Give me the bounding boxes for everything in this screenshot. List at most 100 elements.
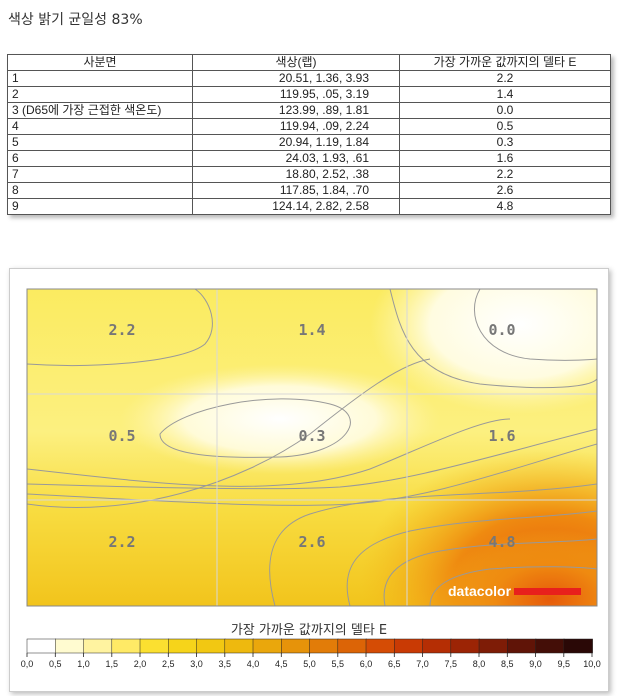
table-row: 4 119.94, .09, 2.24 0.5	[7, 118, 611, 135]
table-row: 8 117.85, 1.84, .70 2.6	[7, 182, 611, 199]
legend-tick-label: 5,0	[303, 659, 316, 669]
delta-e-cell: 1.6	[399, 150, 611, 167]
legend-tick-label: 5,5	[332, 659, 345, 669]
heatmap-area	[27, 289, 597, 606]
legend-swatch	[365, 638, 396, 654]
legend-swatch	[563, 638, 593, 654]
contour-line	[27, 418, 511, 487]
header-quadrant: 사분면	[7, 54, 193, 71]
header-delta-e: 가장 가까운 값까지의 델타 E	[399, 54, 611, 71]
datacolor-logo: datacolor	[448, 583, 581, 599]
legend-tick-label: 3,5	[219, 659, 232, 669]
table-row: 6 24.03, 1.93, .61 1.6	[7, 150, 611, 167]
contour-line	[473, 289, 597, 361]
legend-swatch	[281, 638, 311, 654]
legend-swatch	[111, 638, 141, 654]
table-row: 3 (D65에 가장 근접한 색온도) 123.99, .89, 1.81 0.0	[7, 102, 611, 119]
heatmap-border	[26, 288, 598, 607]
contour-line	[429, 566, 597, 606]
legend-swatch	[507, 638, 537, 654]
cell-value-label: 0.3	[298, 427, 325, 445]
lab-cell: 18.80, 2.52, .38	[192, 166, 400, 183]
table-header-row: 사분면 색상(랩) 가장 가까운 값까지의 델타 E	[7, 54, 611, 71]
lab-cell: 123.99, .89, 1.81	[192, 102, 400, 119]
quadrant-cell: 4	[7, 118, 193, 135]
legend-swatch	[26, 638, 57, 654]
heat-blob-low-center	[120, 364, 440, 474]
legend-tick-label: 4,5	[275, 659, 288, 669]
contour-line	[383, 538, 597, 606]
legend-tick-label: 0,5	[49, 659, 62, 669]
legend-tick-label: 0,0	[21, 659, 34, 669]
datacolor-logo-text: datacolor	[448, 583, 512, 599]
delta-e-cell: 2.2	[399, 70, 611, 87]
contour-line	[27, 358, 431, 508]
legend-swatch	[478, 638, 509, 654]
legend-tick-label: 6,5	[388, 659, 401, 669]
legend-swatch	[139, 638, 170, 654]
lab-cell: 24.03, 1.93, .61	[192, 150, 400, 167]
delta-e-cell: 1.4	[399, 86, 611, 103]
lab-cell: 20.51, 1.36, 3.93	[192, 70, 400, 87]
legend-swatch	[535, 638, 565, 654]
legend-tick-label: 9,5	[558, 659, 571, 669]
heat-blob-low-top-right	[370, 289, 597, 414]
contour-line	[346, 510, 597, 606]
delta-e-cell: 4.8	[399, 198, 611, 215]
cell-value-label: 4.8	[488, 533, 515, 551]
legend-tick-label: 2,5	[162, 659, 175, 669]
uniformity-heatmap: 2.2 1.4 0.0 0.5 0.3 1.6 2.2 2.6 4.8 datacolor 0,…	[21, 288, 601, 669]
cell-value-label: 2.2	[108, 533, 135, 551]
legend-swatch	[168, 638, 198, 654]
legend-swatch	[196, 638, 226, 654]
table-row: 9 124.14, 2.82, 2.58 4.8	[7, 198, 611, 215]
legend-tick-label: 3,0	[190, 659, 203, 669]
legend-tick-label: 8,5	[501, 659, 514, 669]
page-title: 색상 밝기 균일성 83%	[8, 12, 143, 28]
legend-tick-label: 10,0	[583, 659, 601, 669]
contour-line	[269, 483, 597, 606]
contour-line	[389, 289, 597, 389]
quadrant-cell: 2	[7, 86, 193, 103]
table-row: 1 20.51, 1.36, 3.93 2.2	[7, 70, 611, 87]
lab-cell: 119.95, .05, 3.19	[192, 86, 400, 103]
delta-e-cell: 0.0	[399, 102, 611, 119]
quadrant-cell: 6	[7, 150, 193, 167]
cell-value-label: 0.5	[108, 427, 135, 445]
legend-swatch	[252, 638, 283, 654]
legend-tick-label: 6,0	[360, 659, 373, 669]
legend-swatch	[450, 638, 480, 654]
contour-line	[27, 289, 213, 366]
legend-swatch	[394, 638, 424, 654]
delta-e-cell: 2.2	[399, 166, 611, 183]
legend-swatch	[55, 638, 85, 654]
header-color-lab: 색상(랩)	[192, 54, 400, 71]
legend-swatch	[224, 638, 254, 654]
contour-line	[27, 428, 597, 490]
quadrant-cell: 8	[7, 182, 193, 199]
legend-tick-label: 1,0	[77, 659, 90, 669]
legend-tick-label: 7,0	[416, 659, 429, 669]
cell-value-label: 1.4	[298, 321, 325, 339]
legend-swatch	[337, 638, 367, 654]
quadrant-cell: 3 (D65에 가장 근접한 색온도)	[7, 102, 193, 119]
table-row: 2 119.95, .05, 3.19 1.4	[7, 86, 611, 103]
legend-tick-label: 9,0	[529, 659, 542, 669]
delta-e-cell: 0.5	[399, 118, 611, 135]
delta-e-cell: 2.6	[399, 182, 611, 199]
quadrant-cell: 5	[7, 134, 193, 151]
uniformity-chart-panel: 2.2 1.4 0.0 0.5 0.3 1.6 2.2 2.6 4.8 datacolor 0,…	[9, 268, 609, 692]
lab-cell: 119.94, .09, 2.24	[192, 118, 400, 135]
table-row: 7 18.80, 2.52, .38 2.2	[7, 166, 611, 183]
legend-tick-label: 7,5	[445, 659, 458, 669]
legend-tick-label: 1,5	[106, 659, 119, 669]
legend-swatch	[83, 638, 113, 654]
legend-tick-label: 4,0	[247, 659, 260, 669]
legend-swatch	[422, 638, 452, 654]
delta-e-cell: 0.3	[399, 134, 611, 151]
cell-value-label: 0.0	[488, 321, 515, 339]
lab-cell: 117.85, 1.84, .70	[192, 182, 400, 199]
quadrant-cell: 9	[7, 198, 193, 215]
lab-cell: 124.14, 2.82, 2.58	[192, 198, 400, 215]
legend-swatch	[309, 638, 339, 654]
